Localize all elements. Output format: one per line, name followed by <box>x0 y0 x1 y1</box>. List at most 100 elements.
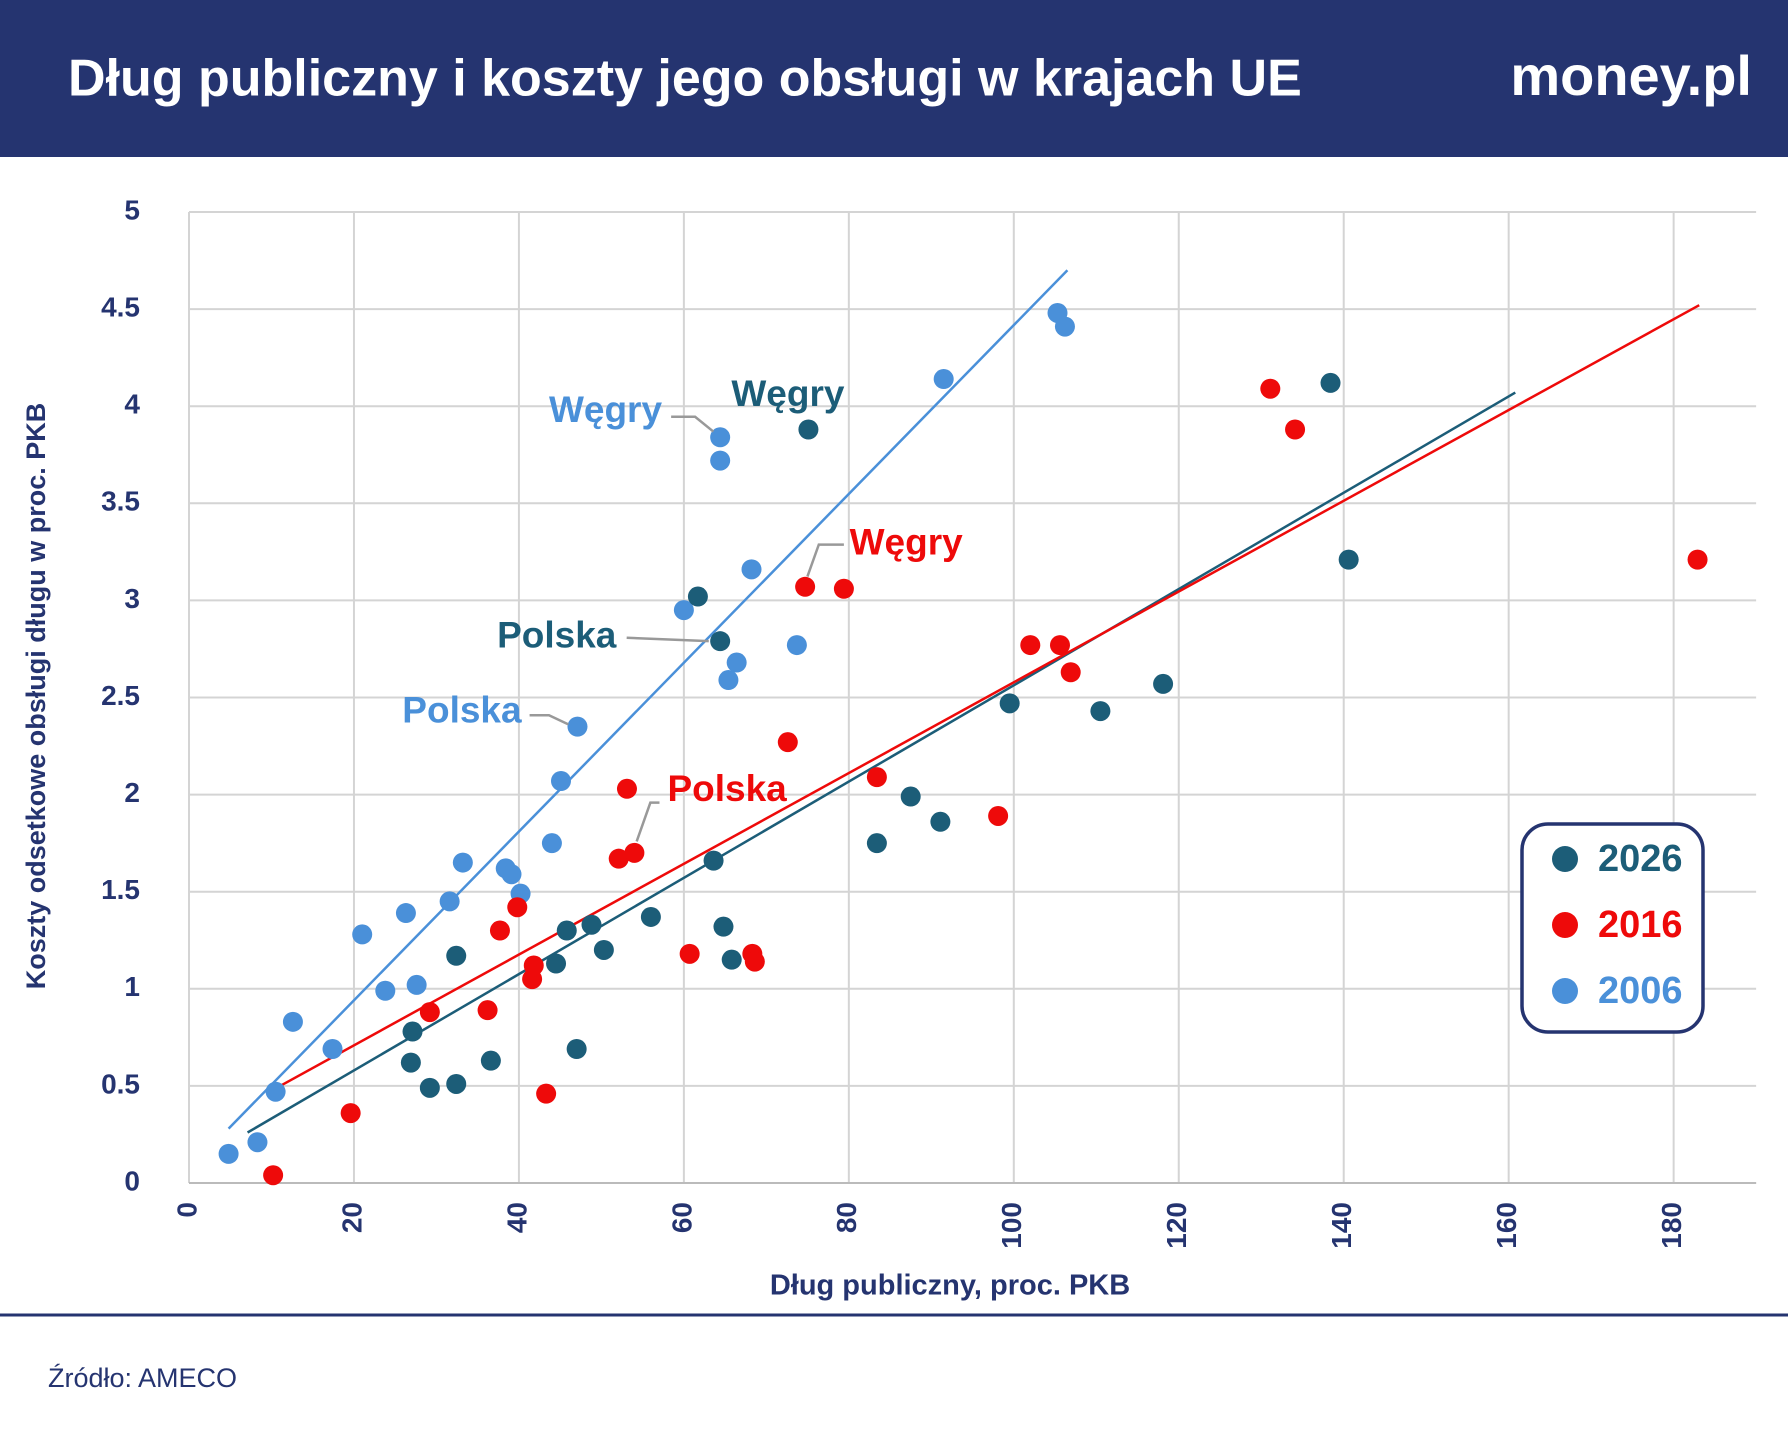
leader-line <box>529 713 569 726</box>
y-tick-label: 4 <box>124 389 140 420</box>
x-tick-label: 160 <box>1491 1202 1522 1249</box>
point <box>866 833 887 854</box>
point-label: Węgry <box>850 521 964 562</box>
point <box>866 767 887 788</box>
point-label: Polska <box>667 768 787 809</box>
point <box>798 419 819 440</box>
point <box>446 1073 467 1094</box>
leader-line <box>671 415 715 433</box>
y-tick-label: 1.5 <box>101 874 140 905</box>
trendline <box>272 304 1700 1091</box>
point <box>786 635 807 656</box>
trendline <box>246 391 1516 1134</box>
point <box>1049 635 1070 656</box>
point <box>402 1021 423 1042</box>
leader-line <box>635 801 660 842</box>
point <box>581 914 602 935</box>
header-bar <box>0 0 1788 157</box>
point <box>501 864 522 885</box>
point <box>522 969 543 990</box>
point <box>744 951 765 972</box>
point <box>833 578 854 599</box>
x-tick-label: 0 <box>171 1202 202 1218</box>
point <box>713 916 734 937</box>
y-tick-label: 5 <box>124 194 140 225</box>
point <box>419 1077 440 1098</box>
point <box>419 1002 440 1023</box>
legend-label: 2026 <box>1598 838 1683 880</box>
y-axis-title: Koszty odsetkowe obsługi długu w proc. P… <box>21 403 51 990</box>
point <box>566 1039 587 1060</box>
point <box>480 1050 501 1071</box>
x-tick-label: 80 <box>831 1202 862 1233</box>
point <box>536 1083 557 1104</box>
point <box>624 842 645 863</box>
point <box>546 953 567 974</box>
y-tick-label: 1 <box>124 971 140 1002</box>
point <box>640 906 661 927</box>
point <box>1054 316 1075 337</box>
point <box>1153 673 1174 694</box>
point <box>265 1081 286 1102</box>
y-tick-label: 4.5 <box>101 291 140 322</box>
point <box>340 1103 361 1124</box>
point <box>439 891 460 912</box>
legend-marker <box>1552 912 1578 938</box>
source: Źródło: AMECO <box>48 1363 237 1393</box>
x-tick-label: 180 <box>1656 1202 1687 1249</box>
leader-line <box>626 636 709 643</box>
point <box>999 693 1020 714</box>
x-tick-label: 100 <box>996 1202 1027 1249</box>
point <box>608 848 629 869</box>
point <box>400 1052 421 1073</box>
point <box>726 652 747 673</box>
y-tick-label: 3.5 <box>101 486 140 517</box>
point <box>446 945 467 966</box>
x-tick-label: 20 <box>336 1202 367 1233</box>
point <box>900 786 921 807</box>
point <box>477 1000 498 1021</box>
legend-marker <box>1552 846 1578 872</box>
y-tick-label: 0 <box>124 1165 140 1196</box>
x-tick-label: 140 <box>1326 1202 1357 1249</box>
x-tick-label: 40 <box>501 1202 532 1233</box>
point <box>263 1165 284 1186</box>
point <box>282 1011 303 1032</box>
point <box>679 943 700 964</box>
point <box>710 427 731 448</box>
point <box>489 920 510 941</box>
point <box>741 559 762 580</box>
point <box>507 897 528 918</box>
point <box>673 600 694 621</box>
point <box>406 974 427 995</box>
point <box>395 903 416 924</box>
point-label: Polska <box>402 690 522 731</box>
point <box>1020 635 1041 656</box>
legend-label: 2006 <box>1598 970 1683 1012</box>
x-axis-title: Dług publiczny, proc. PKB <box>770 1270 1130 1302</box>
point <box>593 939 614 960</box>
y-tick-label: 0.5 <box>101 1068 140 1099</box>
point <box>710 631 731 652</box>
point <box>567 716 588 737</box>
point <box>718 670 739 691</box>
y-tick-label: 3 <box>124 583 140 614</box>
point <box>1260 378 1281 399</box>
point <box>616 778 637 799</box>
point <box>933 369 954 390</box>
point <box>1687 549 1708 570</box>
chart-title: Dług publiczny i koszty jego obsługi w k… <box>68 50 1302 108</box>
point <box>541 833 562 854</box>
point <box>550 771 571 792</box>
point <box>988 805 1009 826</box>
point <box>930 811 951 832</box>
y-tick-label: 2.5 <box>101 680 140 711</box>
x-tick-label: 60 <box>666 1202 697 1233</box>
point-label: Węgry <box>731 373 845 414</box>
point <box>1320 372 1341 393</box>
y-tick-label: 2 <box>124 777 140 808</box>
point <box>375 980 396 1001</box>
point <box>1060 662 1081 683</box>
